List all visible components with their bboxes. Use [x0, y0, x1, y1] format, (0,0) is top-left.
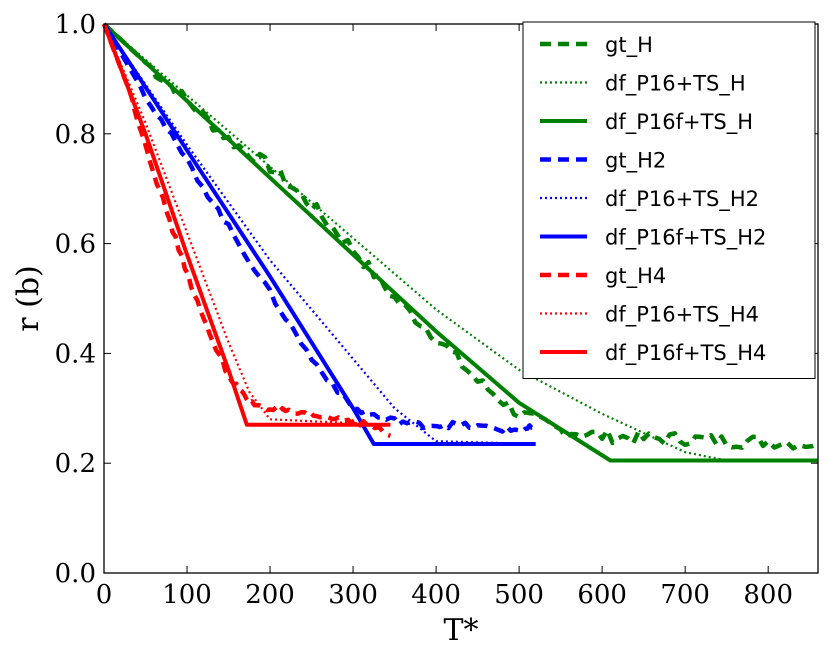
series-line-df-p16-ts-h4 [102, 23, 391, 426]
y-tick-label: 0.4 [55, 339, 96, 369]
x-tick-label: 200 [245, 580, 295, 610]
legend-label: df_P16+TS_H4 [605, 303, 759, 328]
series-line-df-p16f-ts-h [102, 22, 818, 463]
x-tick-label: 0 [96, 580, 113, 610]
x-tick-label: 500 [494, 580, 544, 610]
series-line-gt-h2 [102, 22, 536, 434]
x-tick-label: 600 [577, 580, 627, 610]
series-line-df-p16f-ts-h4 [102, 23, 391, 427]
y-axis-title: r (b) [11, 265, 46, 332]
x-tick-label: 100 [162, 580, 212, 610]
series-line-df-p16-ts-h2 [103, 23, 536, 446]
legend-label: df_P16+TS_H [605, 72, 746, 97]
y-tick-label: 0.0 [55, 559, 96, 589]
series-line-gt-h [102, 22, 819, 451]
legend-label: df_P16f+TS_H4 [605, 341, 766, 366]
y-tick-label: 0.6 [55, 230, 96, 260]
legend-label: df_P16+TS_H2 [605, 187, 759, 212]
x-tick-label: 700 [660, 580, 710, 610]
x-tick-label: 400 [411, 580, 461, 610]
legend-label: df_P16f+TS_H [605, 110, 753, 135]
series-group [101, 22, 819, 463]
legend-label: gt_H2 [605, 149, 666, 174]
x-tick-label: 800 [743, 580, 793, 610]
legend: gt_H df_P16+TS_H df_P16f+TS_H gt_H2 df_P16+T… [522, 21, 816, 379]
legend-label: df_P16f+TS_H2 [605, 226, 766, 251]
plot-frame [103, 23, 819, 574]
y-tick-label: 1.0 [55, 10, 96, 40]
x-axis-title: T* [443, 613, 478, 648]
series-line-df-p16f-ts-h2 [102, 22, 536, 446]
legend-label: gt_H4 [605, 264, 666, 289]
axis-ticks: 0 100 200 300 400 500 600 700 800 0.0 0.2 0.4 0.6 0.8… [55, 10, 818, 610]
y-tick-label: 0.8 [55, 120, 96, 150]
x-tick-label: 300 [328, 580, 378, 610]
legend-label: gt_H [605, 33, 653, 58]
y-tick-label: 0.2 [55, 449, 96, 479]
